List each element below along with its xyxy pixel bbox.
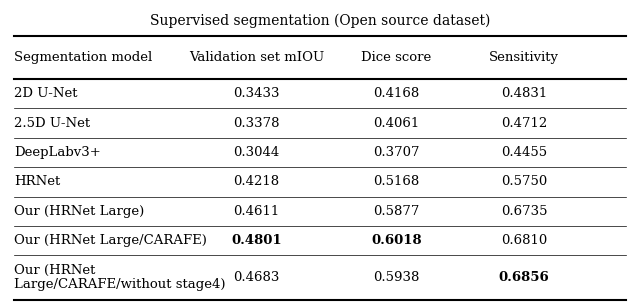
- Text: 0.3707: 0.3707: [373, 146, 420, 159]
- Text: 0.4831: 0.4831: [500, 87, 547, 100]
- Text: Our (HRNet Large/CARAFE): Our (HRNet Large/CARAFE): [14, 234, 207, 247]
- Text: 0.4218: 0.4218: [233, 175, 279, 188]
- Text: 0.6856: 0.6856: [499, 271, 549, 284]
- Text: 0.6018: 0.6018: [371, 234, 422, 247]
- Text: 0.3044: 0.3044: [233, 146, 280, 159]
- Text: 0.4061: 0.4061: [373, 117, 420, 130]
- Text: 0.5168: 0.5168: [373, 175, 420, 188]
- Text: 0.3378: 0.3378: [233, 117, 280, 130]
- Text: 0.5750: 0.5750: [500, 175, 547, 188]
- Text: 0.5877: 0.5877: [373, 205, 420, 218]
- Text: 0.4801: 0.4801: [231, 234, 282, 247]
- Text: 2D U-Net: 2D U-Net: [14, 87, 77, 100]
- Text: 0.4168: 0.4168: [373, 87, 420, 100]
- Text: HRNet: HRNet: [14, 175, 60, 188]
- Text: Segmentation model: Segmentation model: [14, 51, 152, 64]
- Text: 0.5938: 0.5938: [373, 271, 420, 284]
- Text: Our (HRNet Large): Our (HRNet Large): [14, 205, 145, 218]
- Text: Sensitivity: Sensitivity: [489, 51, 559, 64]
- Text: Supervised segmentation (Open source dataset): Supervised segmentation (Open source dat…: [150, 14, 490, 28]
- Text: DeepLabv3+: DeepLabv3+: [14, 146, 101, 159]
- Text: Validation set mIOU: Validation set mIOU: [189, 51, 324, 64]
- Text: 0.4611: 0.4611: [233, 205, 280, 218]
- Text: 0.6735: 0.6735: [500, 205, 547, 218]
- Text: Our (HRNet
Large/CARAFE/without stage4): Our (HRNet Large/CARAFE/without stage4): [14, 263, 226, 291]
- Text: 0.3433: 0.3433: [233, 87, 280, 100]
- Text: 0.4683: 0.4683: [233, 271, 280, 284]
- Text: 0.6810: 0.6810: [500, 234, 547, 247]
- Text: 2.5D U-Net: 2.5D U-Net: [14, 117, 90, 130]
- Text: 0.4712: 0.4712: [500, 117, 547, 130]
- Text: Dice score: Dice score: [362, 51, 431, 64]
- Text: 0.4455: 0.4455: [501, 146, 547, 159]
